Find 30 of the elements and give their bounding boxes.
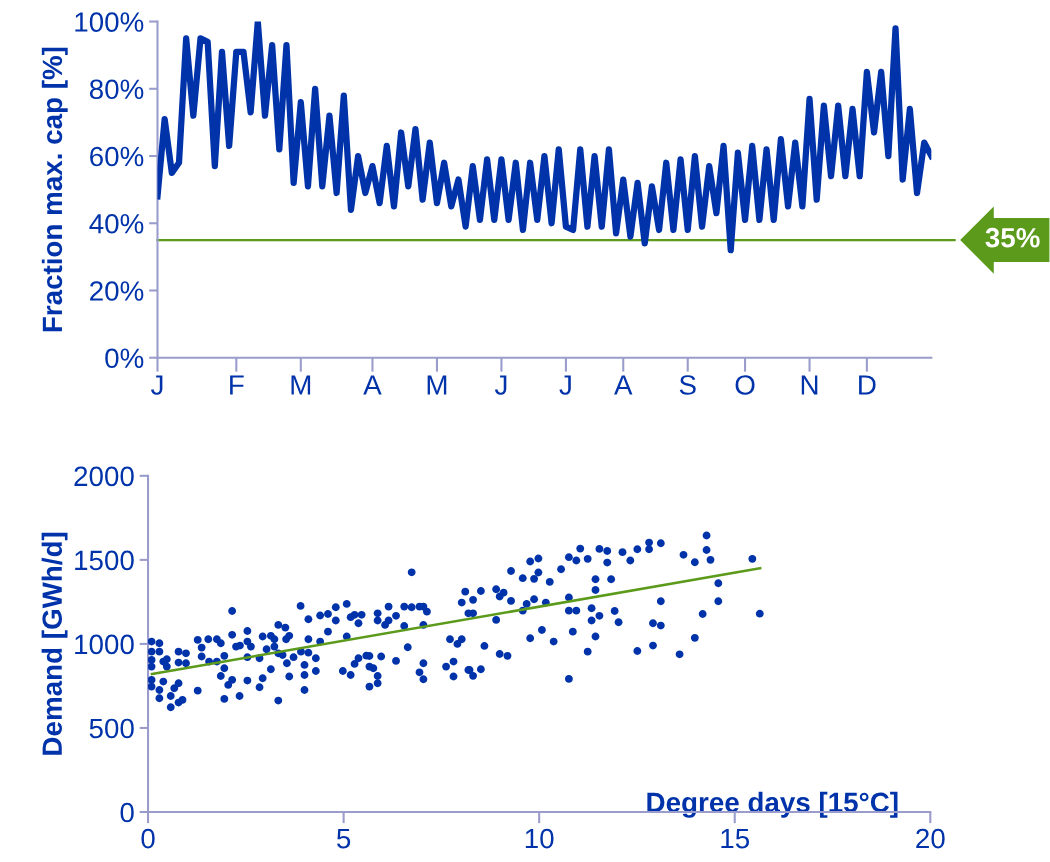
x-tick-label: 15 <box>721 829 750 849</box>
x-tick-label: 5 <box>337 829 351 849</box>
y-tick-label: 0 <box>120 802 134 823</box>
x-tick-label: J <box>494 375 507 395</box>
y-axis-title: Fraction max. cap [%] <box>41 47 68 332</box>
y-tick-label: 80% <box>89 79 144 100</box>
x-tick-label: 20 <box>916 828 945 849</box>
x-tick-label: M <box>291 375 311 395</box>
y-tick-label: 2000 <box>74 466 134 487</box>
x-tick-label: F <box>230 375 244 395</box>
y-tick-label: 1000 <box>75 634 134 655</box>
y-tick-label: 20% <box>90 281 144 301</box>
x-tick-label: 10 <box>525 828 554 849</box>
x-tick-label: M <box>427 375 447 395</box>
y-tick-label: 0% <box>105 348 144 369</box>
y-tick-label: 500 <box>89 718 134 739</box>
x-tick-label: A <box>614 375 633 395</box>
y-tick-label: 60% <box>90 146 144 167</box>
ref-line-label: 35% <box>985 227 1040 248</box>
x-tick-label: J <box>559 375 571 395</box>
x-tick-label: J <box>150 375 163 395</box>
x-tick-label: S <box>679 375 696 395</box>
y-tick-label: 100% <box>75 12 144 32</box>
x-tick-label: O <box>735 375 755 395</box>
x-tick-label: N <box>801 375 818 395</box>
x-tick-label: D <box>859 375 876 395</box>
y-tick-label: 1500 <box>75 550 134 571</box>
y-tick-label: 40% <box>89 213 144 234</box>
x-tick-label: A <box>363 375 382 395</box>
y-axis-title: Demand [GWh/d] <box>41 532 68 755</box>
